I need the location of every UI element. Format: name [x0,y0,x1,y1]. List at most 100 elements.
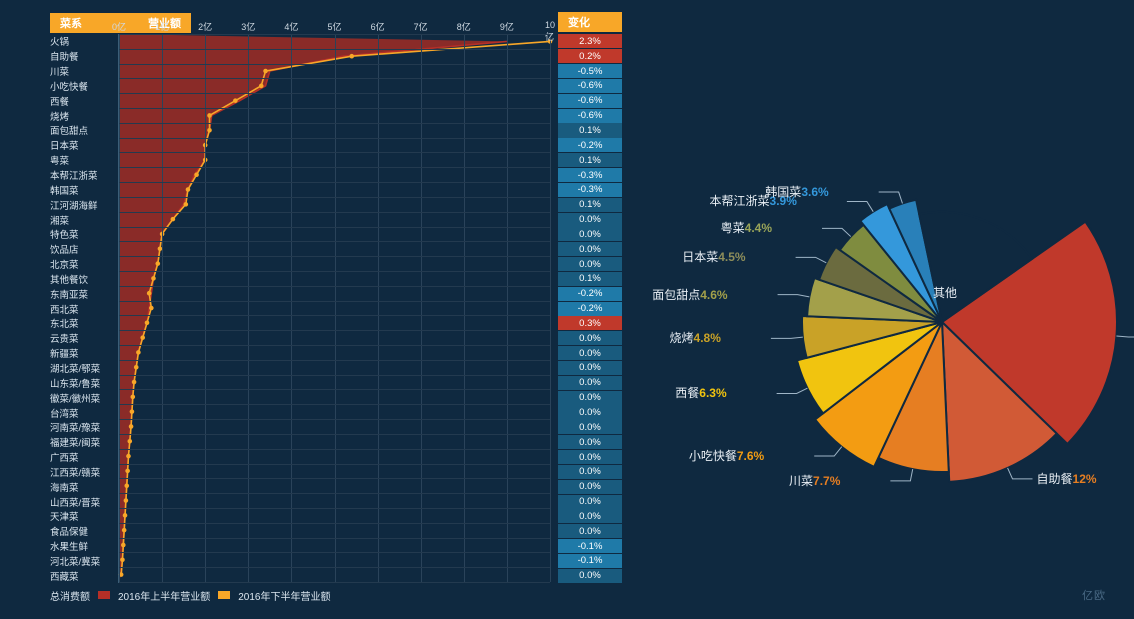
pie-slice-label: 烧烤4.8% [670,329,721,346]
category-label: 湖北菜/鄂菜 [50,361,118,376]
category-label: 新疆菜 [50,346,118,361]
pie-slice-label: 小吃快餐7.6% [689,447,764,464]
change-cell: 0.1% [558,153,622,167]
change-cell: 0.0% [558,242,622,256]
category-label: 湘菜 [50,212,118,227]
change-cell: 0.0% [558,435,622,449]
change-cell: -0.2% [558,138,622,152]
pie-slice-label: 粤菜4.4% [721,219,772,236]
xtick: 7亿 [414,20,428,33]
pie-slice-label: 面包甜点4.6% [652,286,727,303]
pie-slice-label: 西餐6.3% [675,384,726,401]
xtick: 9亿 [500,20,514,33]
change-cell: 0.0% [558,376,622,390]
category-label: 饮品店 [50,242,118,257]
category-label: 广西菜 [50,450,118,465]
category-label: 西藏菜 [50,568,118,583]
category-label: 水果生鲜 [50,539,118,554]
change-cell: 0.0% [558,450,622,464]
change-cell: 0.0% [558,331,622,345]
legend-total-label: 总消费额 [50,588,90,603]
category-label: 特色菜 [50,227,118,242]
category-label: 粤菜 [50,153,118,168]
pie-panel: 火锅22%自助餐12%川菜7.7%小吃快餐7.6%西餐6.3%烧烤4.8%面包甜… [622,12,1116,607]
change-cell: 0.0% [558,227,622,241]
change-cell: 2.3% [558,34,622,48]
legend-swatch-h2 [218,591,230,599]
watermark: 亿欧 [1082,587,1106,603]
category-label: 东南亚菜 [50,286,118,301]
pie-slice-label: 自助餐12% [1037,470,1097,487]
legend: 总消费额 2016年上半年营业额 2016年下半年营业额 [50,583,550,607]
change-cell: 0.1% [558,123,622,137]
xtick: 3亿 [241,20,255,33]
category-label: 烧烤 [50,108,118,123]
change-cell: 0.0% [558,213,622,227]
change-cell: 0.0% [558,509,622,523]
category-label: 本帮江浙菜 [50,168,118,183]
change-cell: 0.0% [558,391,622,405]
xtick: 2亿 [198,20,212,33]
pie-center-label: 其他 [933,284,957,301]
legend-h2-label: 2016年下半年营业额 [238,588,330,603]
change-cell: -0.3% [558,168,622,182]
change-cell: -0.2% [558,287,622,301]
category-label: 江河湖海鲜 [50,197,118,212]
pie-slice-label: 韩国菜3.6% [765,183,828,200]
left-panel: 菜系 营业额 火锅自助餐川菜小吃快餐西餐烧烤面包甜点日本菜粤菜本帮江浙菜韩国菜江… [50,12,550,607]
category-label: 其他餐饮 [50,272,118,287]
legend-h1-label: 2016年上半年营业额 [118,588,210,603]
category-label: 自助餐 [50,49,118,64]
category-label: 徽菜/徽州菜 [50,390,118,405]
xtick: 10亿 [545,20,555,43]
change-cell: 0.0% [558,405,622,419]
category-label: 面包甜点 [50,123,118,138]
change-cell: 0.2% [558,49,622,63]
change-cell: 0.0% [558,495,622,509]
category-label: 北京菜 [50,257,118,272]
xtick: 0亿 [112,20,126,33]
pie-chart [662,52,1134,592]
change-cell: 0.3% [558,316,622,330]
change-cell: -0.6% [558,109,622,123]
category-label: 海南菜 [50,479,118,494]
xtick: 6亿 [371,20,385,33]
change-cell: 0.0% [558,257,622,271]
change-cell: 0.0% [558,465,622,479]
change-cell: 0.1% [558,198,622,212]
category-label: 福建菜/闽菜 [50,435,118,450]
change-cell: 0.0% [558,420,622,434]
change-col: 变化 2.3%0.2%-0.5%-0.6%-0.6%-0.6%0.1%-0.2%… [558,12,622,607]
xtick: 5亿 [327,20,341,33]
category-label: 西北菜 [50,301,118,316]
change-cell: -0.6% [558,94,622,108]
change-cell: -0.1% [558,539,622,553]
xtick: 1亿 [155,20,169,33]
change-cell: -0.3% [558,183,622,197]
change-cell: -0.1% [558,554,622,568]
change-cell: -0.6% [558,79,622,93]
category-label: 山西菜/晋菜 [50,494,118,509]
change-cell: 0.0% [558,569,622,583]
category-label: 食品保健 [50,524,118,539]
hd-change: 变化 [558,12,622,32]
category-label: 河南菜/豫菜 [50,420,118,435]
xtick: 4亿 [284,20,298,33]
change-cell: 0.0% [558,480,622,494]
change-cell: 0.1% [558,272,622,286]
pie-slice-label: 日本菜4.5% [682,248,745,265]
category-label: 台湾菜 [50,405,118,420]
category-label: 火锅 [50,34,118,49]
pie-slice-label: 川菜7.7% [789,472,840,489]
category-label: 韩国菜 [50,182,118,197]
category-label: 河北菜/冀菜 [50,554,118,569]
category-label: 山东菜/鲁菜 [50,375,118,390]
change-cell: 0.0% [558,346,622,360]
category-label: 东北菜 [50,316,118,331]
category-label: 西餐 [50,93,118,108]
change-cell: 0.0% [558,524,622,538]
category-label: 日本菜 [50,138,118,153]
category-label: 小吃快餐 [50,79,118,94]
category-label: 天津菜 [50,509,118,524]
xtick: 8亿 [457,20,471,33]
